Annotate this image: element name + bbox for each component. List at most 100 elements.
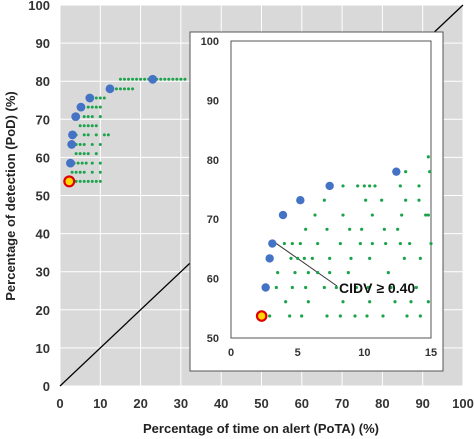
- data-point-small: [183, 77, 187, 81]
- data-point-small: [341, 300, 345, 304]
- data-point-small: [389, 285, 393, 290]
- y-tick-label: 30: [36, 265, 50, 280]
- data-point-small: [304, 227, 308, 231]
- data-point-small: [90, 179, 94, 183]
- data-point-small: [386, 271, 390, 275]
- y-axis-title: Percentage of detection (PoD) (%): [3, 91, 18, 300]
- y-tick-label: 0: [43, 379, 50, 394]
- inset-y-tick-label: 90: [207, 95, 219, 107]
- inset-y-tick-label: 100: [201, 36, 219, 48]
- data-point-small: [167, 77, 171, 81]
- data-point-small: [316, 271, 320, 275]
- data-point-small: [414, 285, 418, 290]
- data-point-small: [78, 142, 82, 146]
- data-point-large: [392, 167, 401, 176]
- data-point-small: [98, 105, 102, 109]
- data-point-small: [306, 300, 310, 304]
- main-tick-labels: 0 10 20 30 40 50 60 70 80 90 100010203040506070809…: [28, 0, 474, 411]
- y-tick-label: 90: [36, 36, 50, 51]
- data-point-small: [86, 115, 90, 119]
- y-tick-label: 40: [36, 227, 50, 242]
- data-point-large: [71, 112, 81, 122]
- data-point-small: [139, 77, 143, 81]
- data-point-small: [94, 124, 98, 128]
- data-point-small: [98, 96, 102, 100]
- data-point-large: [85, 93, 95, 103]
- data-point-small: [90, 170, 94, 174]
- x-axis-title: Percentage of time on alert (PoTA) (%): [143, 421, 379, 436]
- data-point-small: [417, 198, 421, 202]
- data-point-small: [82, 152, 86, 156]
- data-point-small: [405, 314, 409, 318]
- data-point-small: [288, 314, 292, 318]
- data-point-small: [106, 133, 110, 137]
- data-point-small: [98, 142, 102, 146]
- data-point-small: [428, 170, 432, 174]
- data-point-small: [409, 300, 413, 304]
- x-tick-label: 90: [415, 396, 429, 411]
- data-point-small: [175, 77, 179, 81]
- data-point-large: [66, 158, 75, 168]
- data-point-small: [114, 87, 118, 91]
- data-point-small: [325, 314, 329, 318]
- data-point-small: [131, 87, 135, 91]
- inset-x-tick-label: 15: [425, 347, 437, 359]
- data-point-small: [338, 314, 342, 318]
- data-point-small: [118, 77, 122, 81]
- data-point-small: [122, 77, 126, 81]
- data-point-small: [171, 77, 175, 81]
- data-point-small: [368, 300, 372, 304]
- data-point-small: [424, 213, 428, 217]
- data-point-highlight: [63, 175, 76, 188]
- data-point-small: [90, 115, 94, 119]
- y-tick-label: 80: [36, 74, 50, 89]
- y-tick-label: 10: [36, 341, 50, 356]
- data-point-small: [381, 314, 385, 318]
- inset-x-tick-label: 5: [295, 347, 301, 359]
- data-point-large: [265, 254, 274, 263]
- data-point-small: [341, 184, 345, 188]
- data-point-small: [366, 285, 370, 290]
- data-point-small: [282, 241, 286, 246]
- data-point-small: [364, 198, 368, 202]
- data-point-small: [179, 77, 183, 81]
- y-tick-label: 70: [36, 112, 50, 127]
- data-point-small: [102, 133, 106, 137]
- data-point-small: [78, 152, 82, 156]
- inset-y-tick-label: 70: [207, 214, 219, 226]
- data-point-small: [306, 271, 310, 275]
- x-tick-label: 30: [174, 396, 188, 411]
- data-point-small: [293, 271, 297, 275]
- data-point-small: [78, 179, 82, 183]
- data-point-small: [402, 256, 406, 261]
- inset-plot-frame: [230, 40, 432, 339]
- annotation-label: CIDV ≥ 0.40: [339, 280, 415, 296]
- data-point-small: [80, 161, 84, 165]
- data-point-small: [370, 241, 374, 246]
- x-tick-label: 10: [93, 396, 107, 411]
- y-tick-label: 50: [36, 189, 50, 204]
- data-point-small: [131, 77, 135, 81]
- data-point-small: [362, 184, 366, 188]
- data-point-small: [127, 87, 131, 91]
- annotation-leader-line: [276, 243, 338, 287]
- data-point-small: [86, 133, 90, 137]
- data-point-small: [82, 124, 86, 128]
- data-point-small: [98, 179, 102, 183]
- data-point-small: [90, 161, 94, 165]
- data-point-small: [313, 213, 317, 217]
- inset-y-tick-label: 80: [207, 155, 219, 167]
- data-point-small: [274, 285, 278, 290]
- data-point-large: [105, 84, 115, 94]
- data-point-small: [78, 124, 82, 128]
- data-point-small: [159, 77, 163, 81]
- data-point-small: [429, 241, 433, 246]
- inset-x-tick-label: 0: [228, 347, 234, 359]
- data-point-small: [417, 184, 421, 188]
- data-point-small: [302, 256, 306, 261]
- data-point-small: [426, 155, 430, 159]
- data-point-large: [261, 283, 270, 292]
- y-tick-label: 60: [36, 150, 50, 165]
- data-point-small: [384, 241, 388, 246]
- data-point-small: [84, 161, 88, 165]
